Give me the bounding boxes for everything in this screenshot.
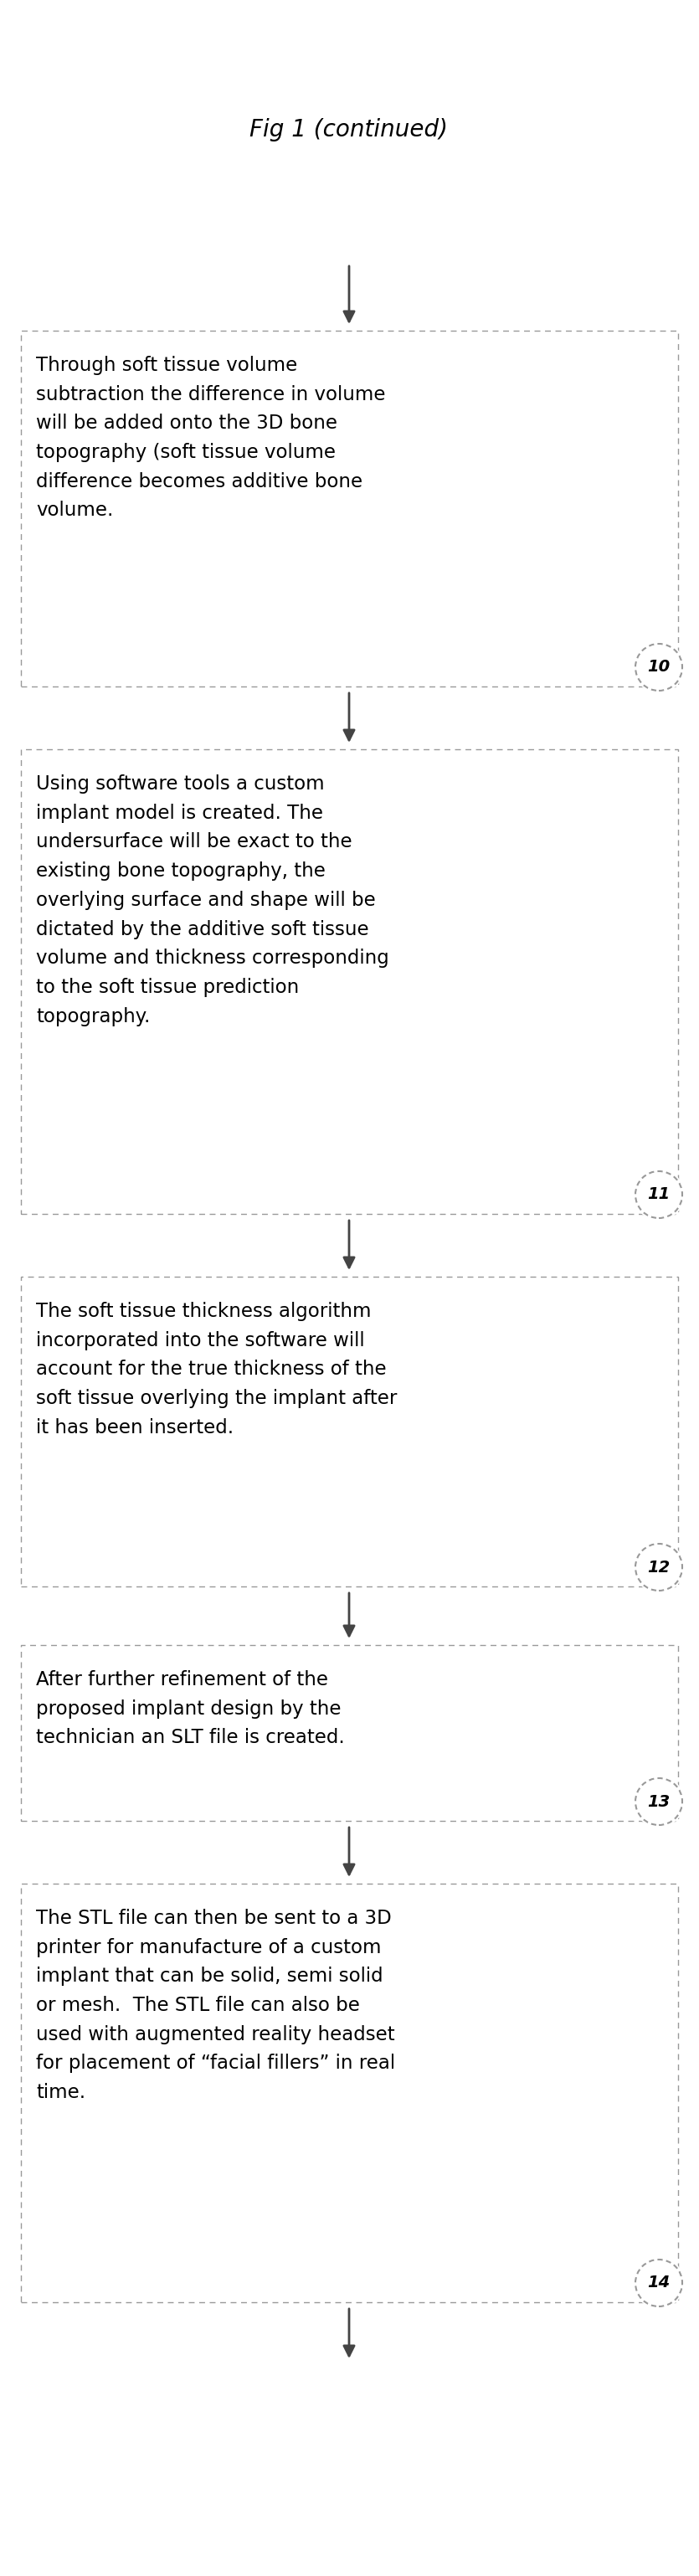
FancyBboxPatch shape [21,1883,678,2303]
FancyBboxPatch shape [21,1646,678,1821]
Circle shape [634,2259,684,2308]
Circle shape [634,641,684,693]
Circle shape [634,1170,684,1221]
FancyBboxPatch shape [21,330,678,685]
Text: Through soft tissue volume
subtraction the difference in volume
will be added on: Through soft tissue volume subtraction t… [36,355,385,520]
Text: 11: 11 [647,1188,670,1203]
Text: 14: 14 [647,2275,670,2290]
Text: 10: 10 [647,659,670,675]
Text: 12: 12 [647,1558,670,1574]
Text: Fig 1 (continued): Fig 1 (continued) [250,118,448,142]
Circle shape [634,1777,684,1826]
Circle shape [634,1543,684,1592]
Text: The soft tissue thickness algorithm
incorporated into the software will
account : The soft tissue thickness algorithm inco… [36,1301,397,1437]
FancyBboxPatch shape [21,1278,678,1587]
Text: The STL file can then be sent to a 3D
printer for manufacture of a custom
implan: The STL file can then be sent to a 3D pr… [36,1909,395,2102]
Text: 13: 13 [647,1793,670,1808]
Text: After further refinement of the
proposed implant design by the
technician an SLT: After further refinement of the proposed… [36,1669,345,1747]
FancyBboxPatch shape [21,750,678,1213]
Text: Using software tools a custom
implant model is created. The
undersurface will be: Using software tools a custom implant mo… [36,775,389,1025]
